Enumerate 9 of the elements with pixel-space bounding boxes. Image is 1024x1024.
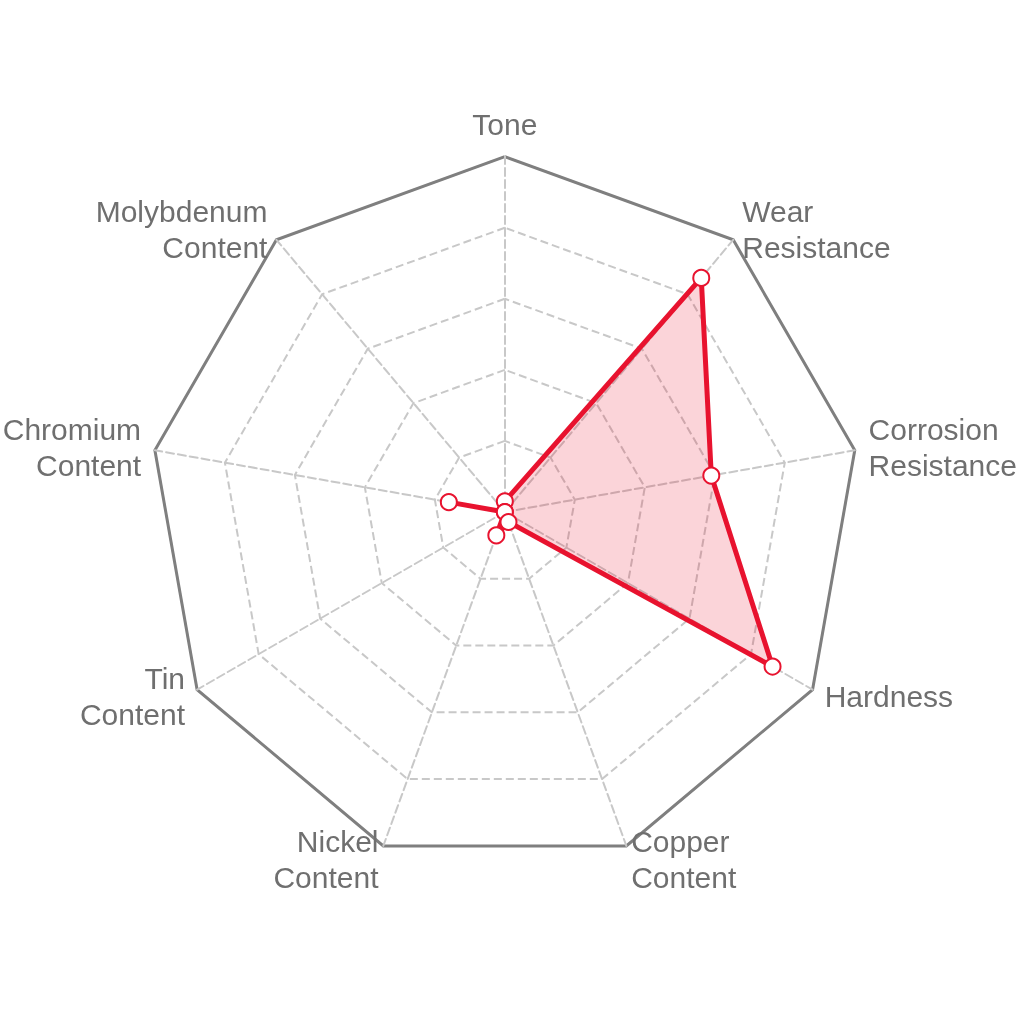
spoke-label: Corrosion Resistance	[868, 413, 1017, 483]
spoke-label: Copper Content	[631, 824, 737, 894]
spoke-label: Nickel Content	[273, 824, 380, 894]
spoke-label: Wear Resistance	[742, 194, 891, 264]
spoke-label: Chromium Content	[2, 413, 142, 483]
spoke-label: Molybdenum Content	[95, 194, 269, 264]
spoke-label: Tone	[472, 108, 538, 142]
spoke-label: Tin Content	[79, 662, 186, 732]
spoke-label: Hardness	[824, 680, 954, 714]
